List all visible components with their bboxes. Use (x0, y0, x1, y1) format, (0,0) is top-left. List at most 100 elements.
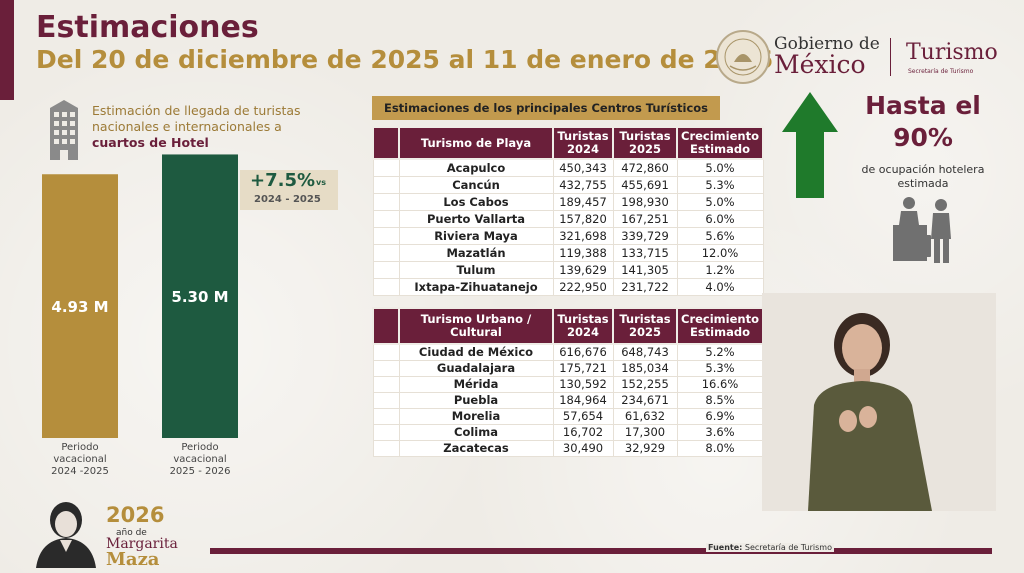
table-row: Zacatecas 30,490 32,929 8.0% (372, 439, 764, 457)
city-name: Cancún (398, 175, 554, 194)
table-cell: 339,729 (612, 226, 678, 245)
hotel-estimation-description: Estimación de llegada de turistas nacion… (92, 103, 301, 150)
bar-value-label: 5.30 M (171, 288, 228, 306)
table-cell: 133,715 (612, 243, 678, 262)
city-name: Acapulco (398, 158, 554, 177)
row-spacer (372, 209, 400, 228)
table-cell: 167,251 (612, 209, 678, 228)
commemorative-year: 2026 (106, 503, 165, 527)
hotel-arrivals-bar-chart: 4.93 M 5.30 M (42, 154, 238, 438)
table-row: Ciudad de México 616,676 648,743 5.2% (372, 343, 764, 361)
bar-value-label: 4.93 M (51, 298, 108, 316)
growth-vs: vs (316, 178, 326, 187)
row-spacer (372, 243, 400, 262)
table-row: Tulum 139,629 141,305 1.2% (372, 260, 764, 279)
city-name: Puebla (398, 391, 554, 409)
column-header: Turistas 2024 (552, 307, 614, 345)
row-spacer (372, 407, 400, 425)
table-cell: 12.0% (676, 243, 764, 262)
row-spacer (372, 192, 400, 211)
row-spacer (372, 391, 400, 409)
table-cell: 61,632 (612, 407, 678, 425)
table-cell: 234,671 (612, 391, 678, 409)
table-row: Mazatlán 119,388 133,715 12.0% (372, 243, 764, 262)
table-cell: 6.0% (676, 209, 764, 228)
table-cell: 8.0% (676, 439, 764, 457)
row-spacer (372, 126, 400, 160)
column-header: Crecimiento Estimado (676, 307, 764, 345)
occupancy-description: de ocupación hotelera estimada (861, 163, 985, 190)
table-cell: 57,654 (552, 407, 614, 425)
city-name: Los Cabos (398, 192, 554, 211)
urban-tourism-table: Turismo Urbano / Cultural Turistas 2024 … (372, 307, 764, 457)
row-spacer (372, 359, 400, 377)
row-spacer (372, 439, 400, 457)
table-cell: 185,034 (612, 359, 678, 377)
table-cell: 189,457 (552, 192, 614, 211)
margarita-maza-portrait-icon (30, 498, 102, 572)
source-note: Fuente: Secretaría de Turismo (706, 543, 834, 552)
gov-logo-line2: México (774, 50, 866, 79)
hotel-building-icon (46, 100, 82, 164)
bar-category-line: 2025 - 2026 (169, 466, 231, 477)
coat-of-arms-icon (716, 30, 770, 84)
table-cell: 130,592 (552, 375, 614, 393)
table-cell: 32,929 (612, 439, 678, 457)
city-name: Puerto Vallarta (398, 209, 554, 228)
tables-title: Estimaciones de los principales Centros … (372, 96, 720, 120)
row-spacer (372, 343, 400, 361)
bar-category-label: Periodo vacacional 2024 -2025 (42, 442, 118, 478)
beach-tourism-table: Turismo de Playa Turistas 2024 Turistas … (372, 126, 764, 296)
table-row: Colima 16,702 17,300 3.6% (372, 423, 764, 441)
left-accent-stripe (0, 0, 14, 100)
table-row: Riviera Maya 321,698 339,729 5.6% (372, 226, 764, 245)
city-name: Ciudad de México (398, 343, 554, 361)
row-spacer (372, 423, 400, 441)
table-cell: 432,755 (552, 175, 614, 194)
column-header: Turismo de Playa (398, 126, 554, 160)
bar-category-line: vacacional (53, 454, 107, 465)
table-cell: 1.2% (676, 260, 764, 279)
table-cell: 198,930 (612, 192, 678, 211)
page-subtitle: Del 20 de diciembre de 2025 al 11 de ene… (36, 45, 773, 74)
table-cell: 4.0% (676, 277, 764, 296)
city-name: Guadalajara (398, 359, 554, 377)
bar-category-line: Periodo (61, 442, 99, 453)
table-row: Ixtapa-Zihuatanejo 222,950 231,722 4.0% (372, 277, 764, 296)
table-cell: 16.6% (676, 375, 764, 393)
sign-language-video (762, 293, 996, 511)
city-name: Riviera Maya (398, 226, 554, 245)
logo-divider (890, 38, 891, 76)
table-row: Acapulco 450,343 472,860 5.0% (372, 158, 764, 177)
table-row: Guadalajara 175,721 185,034 5.3% (372, 359, 764, 377)
table-cell: 5.0% (676, 192, 764, 211)
growth-callout: +7.5% vs 2024 - 2025 (240, 170, 338, 210)
table-row: Morelia 57,654 61,632 6.9% (372, 407, 764, 425)
city-name: Zacatecas (398, 439, 554, 457)
table-cell: 450,343 (552, 158, 614, 177)
page-title: Estimaciones (36, 10, 259, 45)
bar-1 (42, 174, 118, 438)
growth-years: 2024 - 2025 (254, 194, 321, 205)
occupancy-headline: Hasta el 90% (865, 91, 981, 152)
table-cell: 152,255 (612, 375, 678, 393)
column-header: Turistas 2024 (552, 126, 614, 160)
table-cell: 455,691 (612, 175, 678, 194)
table-cell: 5.0% (676, 158, 764, 177)
row-spacer (372, 175, 400, 194)
table-cell: 119,388 (552, 243, 614, 262)
table-cell: 175,721 (552, 359, 614, 377)
row-spacer (372, 260, 400, 279)
table-cell: 141,305 (612, 260, 678, 279)
table-row: Cancún 432,755 455,691 5.3% (372, 175, 764, 194)
hotel-reception-icon (893, 195, 957, 269)
interpreter-icon (808, 313, 932, 511)
table-row: Los Cabos 189,457 198,930 5.0% (372, 192, 764, 211)
row-spacer (372, 307, 400, 345)
column-header: Crecimiento Estimado (676, 126, 764, 160)
table-cell: 6.9% (676, 407, 764, 425)
table-cell: 16,702 (552, 423, 614, 441)
city-name: Ixtapa-Zihuatanejo (398, 277, 554, 296)
growth-percent: +7.5% (250, 170, 316, 191)
bar-2 (162, 154, 238, 438)
